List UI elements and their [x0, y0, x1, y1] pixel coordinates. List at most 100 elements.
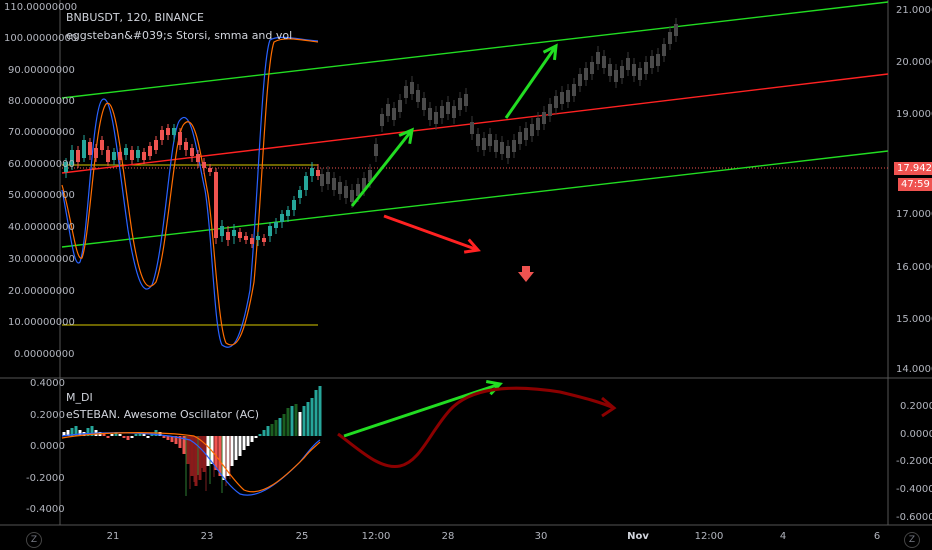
ghost-bar-body — [530, 124, 534, 136]
ac-histogram-bar — [282, 414, 286, 436]
ac-histogram-bar — [106, 436, 110, 438]
ac-histogram-bar — [102, 434, 106, 436]
ghost-bar-body — [662, 44, 666, 56]
ghost-bar-body — [356, 184, 360, 196]
ac-histogram-bar — [114, 432, 118, 436]
ac-histogram-bar — [118, 434, 122, 436]
ac-histogram-bar — [306, 402, 310, 436]
candle-body — [220, 226, 224, 236]
candle-body — [82, 140, 86, 158]
sub-left-axis-label: -0.2000 — [26, 473, 65, 484]
ghost-bar-body — [572, 84, 576, 96]
sub-left-axis-label: 0.2000 — [30, 410, 65, 421]
ghost-bar-body — [392, 108, 396, 120]
ghost-bar-body — [614, 70, 618, 82]
ac-histogram-bar — [146, 436, 150, 438]
ac-histogram-bar — [234, 436, 238, 460]
ac-histogram-bar — [126, 436, 130, 440]
green-arrow-1-head — [398, 127, 414, 145]
ghost-bar-body — [536, 118, 540, 130]
left-axis-label: 40.00000000 — [8, 222, 75, 233]
green-arrow-2-head — [542, 43, 558, 61]
ghost-bar-body — [578, 74, 582, 86]
ghost-bar-body — [344, 186, 348, 198]
sub-title-ac[interactable]: eSTEBAN. Awesome Oscillator (AC) — [66, 408, 259, 421]
ac-histogram-bar — [266, 426, 270, 436]
candle-body — [172, 128, 176, 135]
ac-histogram-bar — [238, 436, 242, 456]
zoom-left-button[interactable]: Z — [26, 532, 42, 548]
ghost-bar-body — [398, 100, 402, 112]
ghost-bar-body — [518, 132, 522, 144]
ghost-bar-body — [482, 138, 486, 150]
left-axis-label: 10.00000000 — [8, 317, 75, 328]
ac-histogram-bar — [86, 428, 90, 436]
ac-histogram-bar — [294, 404, 298, 436]
zoom-right-button[interactable]: Z — [904, 532, 920, 548]
bar-countdown-badge: 47:59 — [898, 178, 932, 191]
ac-histogram-bar — [174, 436, 178, 444]
candle-body — [196, 154, 200, 162]
left-axis-label: 110.00000000 — [4, 2, 78, 13]
ac-histogram-bar — [270, 424, 274, 436]
ac-histogram-bar — [214, 436, 218, 470]
sub-ma-orange — [61, 432, 321, 493]
candle-body — [94, 148, 98, 158]
ac-histogram-bar — [134, 434, 138, 436]
right-axis-label: 19.0000 — [896, 109, 932, 120]
left-axis-label: 0.00000000 — [14, 349, 75, 360]
sub-red-curve-head — [601, 396, 617, 418]
symbol-title[interactable]: BNBUSDT, 120, BINANCE — [66, 11, 204, 24]
candle-body — [268, 226, 272, 236]
right-axis-label: 15.0000 — [896, 314, 932, 325]
red-arrow — [383, 214, 479, 252]
ghost-bar-body — [350, 190, 354, 202]
time-axis-label: Nov — [627, 531, 649, 542]
ac-histogram-bar — [258, 434, 262, 436]
candle-body — [304, 176, 308, 190]
ac-histogram-bar — [230, 436, 234, 466]
ghost-bar-body — [320, 174, 324, 186]
ac-histogram-bar — [278, 418, 282, 436]
candle-body — [256, 236, 260, 240]
candle-body — [310, 168, 314, 176]
candle-body — [232, 230, 236, 236]
candle-body — [88, 142, 92, 155]
ghost-bar-body — [446, 102, 450, 114]
ac-histogram-bar — [262, 430, 266, 436]
ac-histogram-bar — [190, 436, 194, 476]
ghost-bar-body — [458, 98, 462, 110]
ghost-bar-body — [326, 172, 330, 184]
ac-histogram-bar — [226, 436, 230, 476]
candle-body — [166, 128, 170, 135]
ac-histogram-bar — [122, 436, 126, 438]
time-axis-label: 12:00 — [361, 531, 391, 542]
candle-body — [298, 190, 302, 198]
ac-histogram-bar — [150, 434, 154, 436]
candle-body — [112, 152, 116, 160]
ghost-bar-body — [416, 90, 420, 102]
ghost-bar-body — [590, 62, 594, 74]
ghost-bar-body — [422, 98, 426, 110]
sub-title-mdi[interactable]: M_DI — [66, 391, 93, 404]
ghost-bar-body — [650, 56, 654, 68]
ac-histogram-bar — [130, 436, 134, 438]
candle-body — [286, 210, 290, 216]
ghost-bar-body — [338, 182, 342, 194]
ac-histogram-bar — [254, 436, 258, 438]
ac-histogram-bar — [302, 406, 306, 436]
candle-body — [202, 162, 206, 168]
ghost-bar-body — [452, 106, 456, 118]
ghost-bar-body — [434, 112, 438, 124]
candle-body — [244, 236, 248, 240]
indicator-title[interactable]: eggsteban&#039;s Storsi, smma and vol — [66, 29, 293, 42]
candle-body — [142, 152, 146, 160]
sub-right-axis-label: -0.4000 — [896, 484, 932, 495]
ac-histogram-bar — [310, 398, 314, 436]
ac-histogram-bar — [314, 390, 318, 436]
time-axis-label: 12:00 — [694, 531, 724, 542]
ac-histogram-bar — [206, 436, 210, 466]
ac-histogram-bar — [286, 408, 290, 436]
